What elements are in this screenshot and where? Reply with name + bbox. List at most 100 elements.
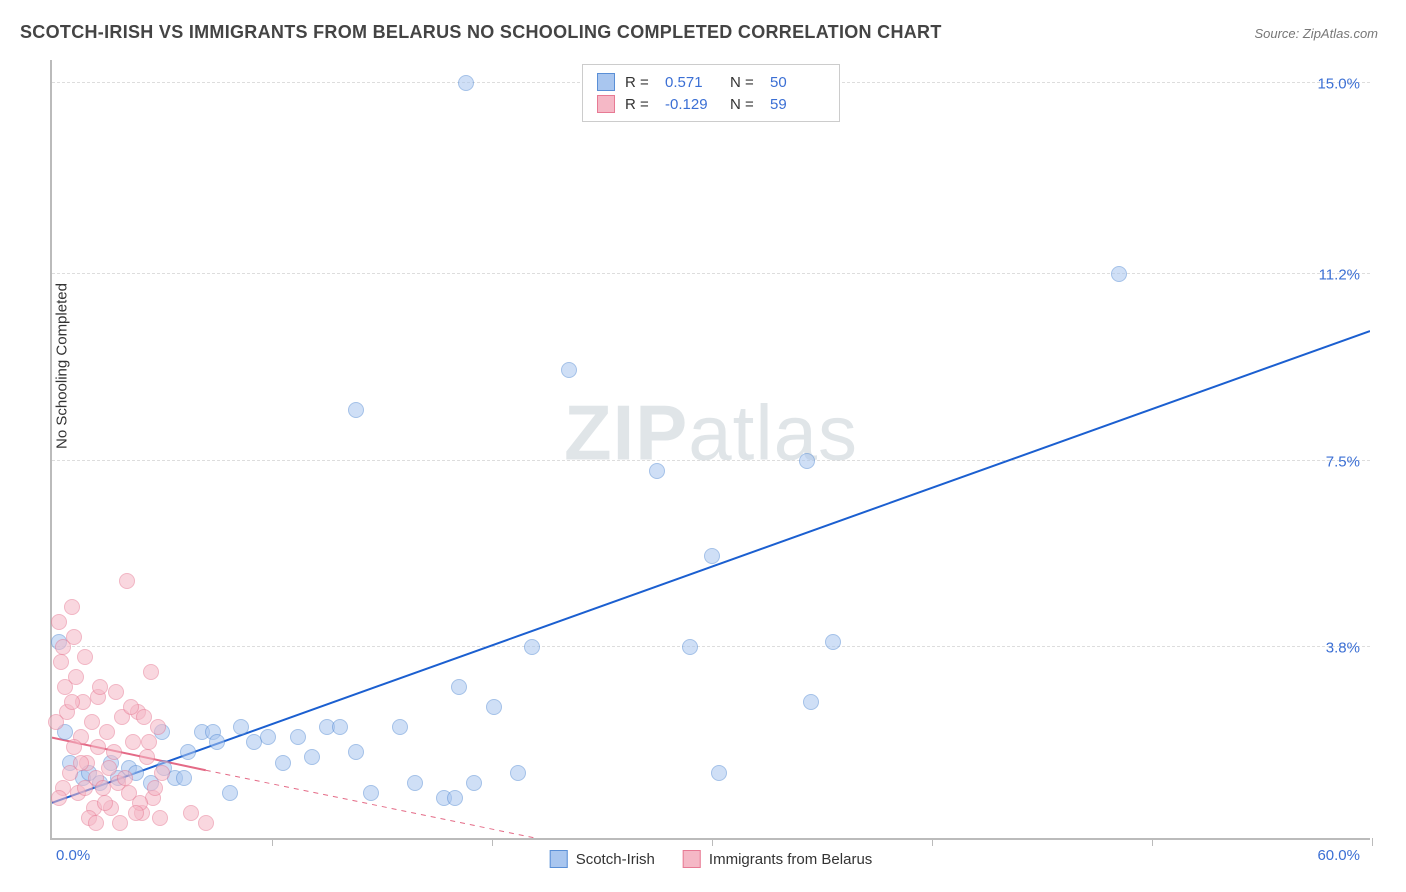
point-series-2 <box>88 815 104 831</box>
legend-swatch-2b <box>683 850 701 868</box>
point-series-1 <box>704 548 720 564</box>
point-series-2 <box>51 614 67 630</box>
watermark-bold: ZIP <box>564 389 688 477</box>
legend-label-2: Immigrants from Belarus <box>709 851 872 868</box>
gridline <box>52 273 1370 274</box>
point-series-2 <box>136 709 152 725</box>
legend-r-value-2: -0.129 <box>665 96 720 113</box>
point-series-1 <box>799 453 815 469</box>
point-series-2 <box>147 780 163 796</box>
point-series-1 <box>222 785 238 801</box>
legend-item-2: Immigrants from Belarus <box>683 850 872 868</box>
point-series-2 <box>152 810 168 826</box>
point-series-2 <box>64 694 80 710</box>
point-series-2 <box>51 790 67 806</box>
point-series-1 <box>332 719 348 735</box>
point-series-2 <box>183 805 199 821</box>
point-series-2 <box>198 815 214 831</box>
point-series-2 <box>143 664 159 680</box>
series-legend: Scotch-Irish Immigrants from Belarus <box>550 850 873 868</box>
point-series-2 <box>119 573 135 589</box>
point-series-1 <box>1111 266 1127 282</box>
scatter-plot-area: No Schooling Completed 3.8% 7.5% 11.2% 15.0… <box>50 60 1370 840</box>
x-axis-min-label: 0.0% <box>56 847 90 864</box>
point-series-2 <box>112 815 128 831</box>
legend-r-label-1: R = <box>625 74 655 91</box>
point-series-2 <box>64 599 80 615</box>
x-tick <box>492 838 493 846</box>
legend-swatch-1 <box>597 73 615 91</box>
trend-line <box>206 770 536 838</box>
point-series-1 <box>447 790 463 806</box>
point-series-2 <box>101 760 117 776</box>
point-series-1 <box>233 719 249 735</box>
point-series-1 <box>682 639 698 655</box>
point-series-1 <box>803 694 819 710</box>
point-series-2 <box>125 734 141 750</box>
legend-n-label-1: N = <box>730 74 760 91</box>
point-series-1 <box>348 744 364 760</box>
point-series-1 <box>486 699 502 715</box>
x-tick <box>1372 838 1373 846</box>
point-series-2 <box>92 679 108 695</box>
point-series-2 <box>68 669 84 685</box>
x-tick <box>272 838 273 846</box>
x-tick <box>1152 838 1153 846</box>
point-series-1 <box>407 775 423 791</box>
watermark: ZIPatlas <box>564 388 858 479</box>
legend-item-1: Scotch-Irish <box>550 850 655 868</box>
point-series-1 <box>392 719 408 735</box>
point-series-2 <box>150 719 166 735</box>
point-series-1 <box>275 755 291 771</box>
chart-title: SCOTCH-IRISH VS IMMIGRANTS FROM BELARUS … <box>20 22 942 43</box>
trend-line <box>52 331 1370 803</box>
point-series-1 <box>561 362 577 378</box>
point-series-1 <box>260 729 276 745</box>
point-series-2 <box>53 654 69 670</box>
y-tick-label: 15.0% <box>1317 76 1360 93</box>
legend-r-value-1: 0.571 <box>665 74 720 91</box>
watermark-light: atlas <box>688 389 858 477</box>
point-series-2 <box>66 739 82 755</box>
y-tick-label: 11.2% <box>1319 267 1360 284</box>
point-series-2 <box>117 770 133 786</box>
trend-lines-layer <box>52 60 1370 838</box>
point-series-2 <box>84 714 100 730</box>
point-series-2 <box>97 795 113 811</box>
point-series-1 <box>348 402 364 418</box>
point-series-2 <box>99 724 115 740</box>
point-series-1 <box>466 775 482 791</box>
correlation-legend: R = 0.571 N = 50 R = -0.129 N = 59 <box>582 64 840 122</box>
legend-n-label-2: N = <box>730 96 760 113</box>
point-series-1 <box>304 749 320 765</box>
y-tick-label: 3.8% <box>1326 639 1360 656</box>
point-series-2 <box>95 780 111 796</box>
point-series-1 <box>825 634 841 650</box>
point-series-2 <box>48 714 64 730</box>
point-series-2 <box>73 755 89 771</box>
legend-swatch-1b <box>550 850 568 868</box>
point-series-1 <box>711 765 727 781</box>
point-series-1 <box>176 770 192 786</box>
point-series-2 <box>108 684 124 700</box>
gridline <box>52 646 1370 647</box>
point-series-2 <box>90 739 106 755</box>
point-series-1 <box>524 639 540 655</box>
legend-n-value-2: 59 <box>770 96 825 113</box>
point-series-2 <box>77 780 93 796</box>
point-series-2 <box>66 629 82 645</box>
point-series-1 <box>458 75 474 91</box>
point-series-2 <box>77 649 93 665</box>
point-series-1 <box>649 463 665 479</box>
legend-row-series-1: R = 0.571 N = 50 <box>597 71 825 93</box>
gridline <box>52 460 1370 461</box>
point-series-1 <box>510 765 526 781</box>
y-axis-label: No Schooling Completed <box>54 283 71 449</box>
legend-label-1: Scotch-Irish <box>576 851 655 868</box>
point-series-1 <box>209 734 225 750</box>
legend-row-series-2: R = -0.129 N = 59 <box>597 93 825 115</box>
point-series-1 <box>363 785 379 801</box>
point-series-1 <box>451 679 467 695</box>
source-attribution: Source: ZipAtlas.com <box>1254 26 1378 41</box>
y-tick-label: 7.5% <box>1326 453 1360 470</box>
